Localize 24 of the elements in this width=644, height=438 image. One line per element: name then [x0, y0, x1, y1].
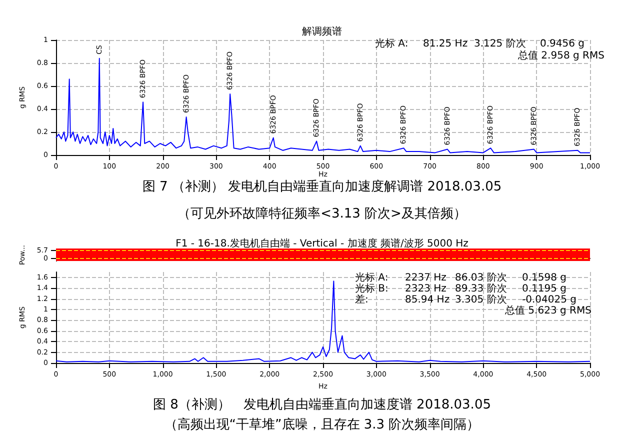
annotation: 86.03 阶次: [455, 272, 507, 284]
annotation: 光标 B:: [355, 282, 388, 294]
annotation: 光标 A:: [355, 272, 388, 284]
annotation: 2323 Hz: [405, 284, 446, 294]
text: （可见外环故障特征频率<3.13 阶次>及其倍频）: [178, 206, 466, 222]
annotation: 85.94 Hz: [405, 294, 450, 306]
annotation: 3.305 阶次: [455, 294, 507, 306]
caption: 图 8（补测） 发电机自由端垂直向加速度谱 2018.03.05: [153, 396, 491, 412]
annotation: -0.04025 g: [522, 294, 576, 306]
annotation: 差:: [355, 294, 368, 306]
chart-title: 解调频谱: [302, 26, 342, 38]
annotation: 2237 Hz: [405, 272, 446, 284]
annotation: 81.25 Hz: [423, 38, 468, 50]
caption: 图 7 （补测） 发电机自由端垂直向加速度解调谱 2018.03.05: [142, 178, 502, 194]
annotation: 总值 5.623 g RMS: [504, 304, 592, 316]
annotation: 3.125 阶次: [474, 38, 526, 50]
annotation: 0.1195 g: [522, 284, 567, 294]
annotation: 总值 2.958 g RMS: [517, 50, 604, 62]
text: （高频出现“干草堆”底噪，且存在 3.3 阶次频率间隔）: [164, 416, 480, 432]
annotation: 0.9456 g: [540, 38, 585, 50]
annotation: 0.1598 g: [522, 272, 567, 284]
annotation: 光标 A:: [375, 38, 408, 50]
annotation: 89.33 阶次: [455, 284, 507, 294]
chart-title: F1 - 16-18.发电机自由端 - Vertical - 加速度 频谱/波形 5000 Hz: [176, 238, 468, 250]
